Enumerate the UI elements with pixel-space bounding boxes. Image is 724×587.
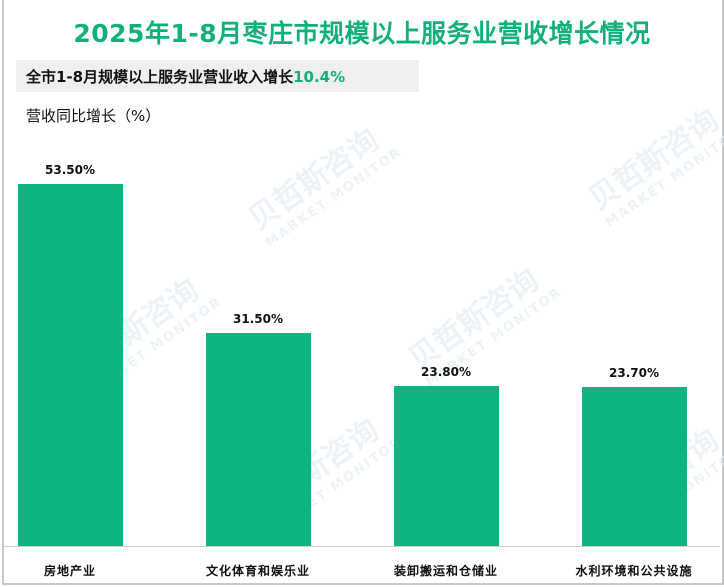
value-label: 31.50% [233,312,283,326]
y-axis-label: 营收同比增长（%） [26,107,161,125]
value-label: 23.80% [421,365,471,379]
value-label: 23.70% [609,366,659,380]
bar-water-environment [582,387,687,546]
chart-subtitle: 全市1-8月规模以上服务业营业收入增长10.4% [26,68,346,86]
x-tick-label: 水利环境和公共设施 [575,564,693,578]
bar-culture-sports [206,333,311,546]
growth-highlight: 10.4% [293,68,346,86]
x-tick-label: 文化体育和娱乐业 [205,564,310,578]
value-label: 53.50% [45,163,95,177]
x-tick-label: 房地产业 [43,564,96,578]
chart-title: 2025年1-8月枣庄市规模以上服务业营收增长情况 [73,19,651,48]
x-axis-line [4,546,720,547]
bar-real-estate [18,184,123,546]
bar-logistics-storage [394,386,499,546]
x-tick-label: 装卸搬运和仓储业 [393,564,498,578]
subtitle-box [16,60,419,92]
